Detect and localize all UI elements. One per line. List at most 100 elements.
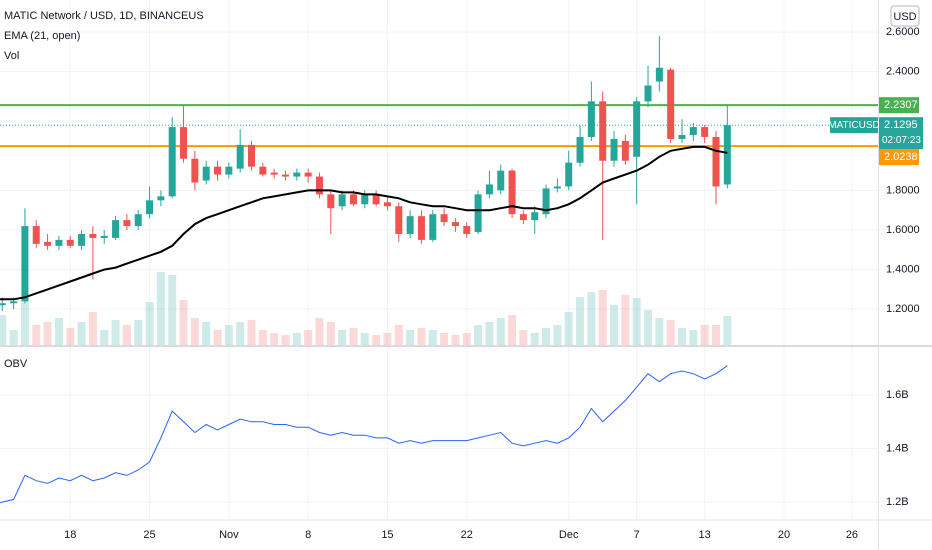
volume-bar	[711, 325, 720, 345]
volume-bar	[655, 318, 664, 345]
volume-bar	[43, 322, 52, 345]
candle-body	[553, 186, 561, 189]
y-tick-label: 2.6000	[886, 26, 920, 38]
volume-bar	[88, 312, 97, 345]
volume-bar	[723, 316, 732, 345]
volume-bar	[598, 290, 607, 345]
ema-line	[0, 145, 728, 301]
candle-body	[633, 101, 641, 157]
y-tick-label: 1.2B	[886, 496, 909, 508]
volume-bar	[179, 300, 188, 345]
volume-bar	[474, 325, 483, 345]
volume-bar	[32, 325, 41, 345]
volume-bar	[610, 305, 619, 345]
volume-bar	[428, 330, 437, 345]
candle-body	[395, 206, 403, 234]
x-tick-label: Dec	[559, 529, 579, 541]
volume-bar	[292, 333, 301, 345]
volume-bar	[440, 333, 449, 345]
volume-bar	[576, 297, 585, 345]
candle-body	[451, 222, 459, 227]
volume-bar	[168, 275, 177, 345]
candle-body	[146, 200, 154, 215]
candle-body	[531, 212, 539, 221]
volume-bar	[156, 272, 165, 345]
candle-body	[519, 214, 527, 221]
volume-bar	[122, 325, 131, 345]
candle-body	[55, 239, 63, 246]
volume-bar	[485, 322, 494, 345]
y-tick-label: 1.6000	[886, 224, 920, 236]
volume-bar	[111, 320, 120, 345]
candle-body	[655, 67, 663, 82]
candle-body	[497, 170, 505, 191]
volume-bar	[462, 333, 471, 345]
volume-bar	[134, 320, 143, 345]
candle-body	[701, 127, 709, 137]
volume-bar	[202, 322, 211, 345]
x-tick-label: 20	[778, 529, 790, 541]
candle-body	[100, 235, 108, 238]
chart-title: MATIC Network / USD, 1D, BINANCEUS	[4, 10, 204, 22]
x-tick-label: 15	[381, 529, 393, 541]
candle-body	[32, 226, 40, 244]
countdown-label: 02:07:23	[882, 135, 921, 146]
volume-bar	[542, 328, 551, 345]
y-tick-label: 1.2000	[886, 303, 920, 315]
volume-bar	[315, 318, 324, 345]
candle-body	[372, 194, 380, 205]
candle-body	[78, 233, 86, 246]
candle-body	[236, 144, 244, 169]
volume-bar	[360, 333, 369, 345]
volume-bar	[145, 302, 154, 345]
candle-body	[474, 194, 482, 232]
candle-body	[429, 214, 437, 240]
volume-bar	[304, 330, 313, 345]
candle-body	[157, 196, 165, 201]
volume-bar	[349, 328, 358, 345]
candle-body	[315, 176, 323, 195]
level-label-box	[879, 149, 919, 166]
candle-body	[349, 194, 357, 205]
x-tick-label: 25	[143, 529, 155, 541]
candle-body	[66, 239, 74, 246]
last-price-label: 2.1295	[884, 119, 918, 131]
candle-body	[599, 101, 607, 161]
candle-body	[123, 220, 131, 227]
y-tick-label: 1.8000	[886, 184, 920, 196]
volume-bar	[587, 292, 596, 345]
candle-body	[134, 214, 142, 227]
volume-bar	[77, 322, 86, 345]
candle-body	[202, 166, 210, 181]
candle-body	[327, 194, 335, 209]
volume-bar	[621, 295, 630, 345]
candle-body	[485, 184, 493, 195]
y-tick-label: 1.4B	[886, 442, 909, 454]
volume-bar	[530, 333, 539, 345]
last-price-box	[879, 117, 923, 150]
candle-body	[0, 303, 6, 306]
y-tick-label: 2.4000	[886, 66, 920, 78]
volume-bar	[258, 330, 267, 345]
candle-body	[281, 174, 289, 177]
x-tick-label: 22	[461, 529, 473, 541]
volume-bar	[700, 325, 709, 345]
volume-bar	[451, 335, 460, 345]
volume-bar	[20, 300, 29, 345]
candle-body	[440, 214, 448, 223]
y-tick-label: 1.4000	[886, 263, 920, 275]
candle-body	[89, 233, 97, 238]
currency-box[interactable]	[890, 5, 920, 27]
currency[interactable]: USD	[893, 11, 916, 23]
volume-bar	[100, 330, 109, 345]
x-tick-label: 8	[305, 529, 311, 541]
candle-body	[610, 138, 618, 161]
candle-body	[587, 101, 595, 137]
volume-bar	[224, 325, 233, 345]
candle-body	[259, 166, 267, 175]
volume-bar	[644, 310, 653, 345]
volume-bar	[678, 328, 687, 345]
candle-body	[463, 226, 471, 234]
volume-bar	[190, 318, 199, 345]
